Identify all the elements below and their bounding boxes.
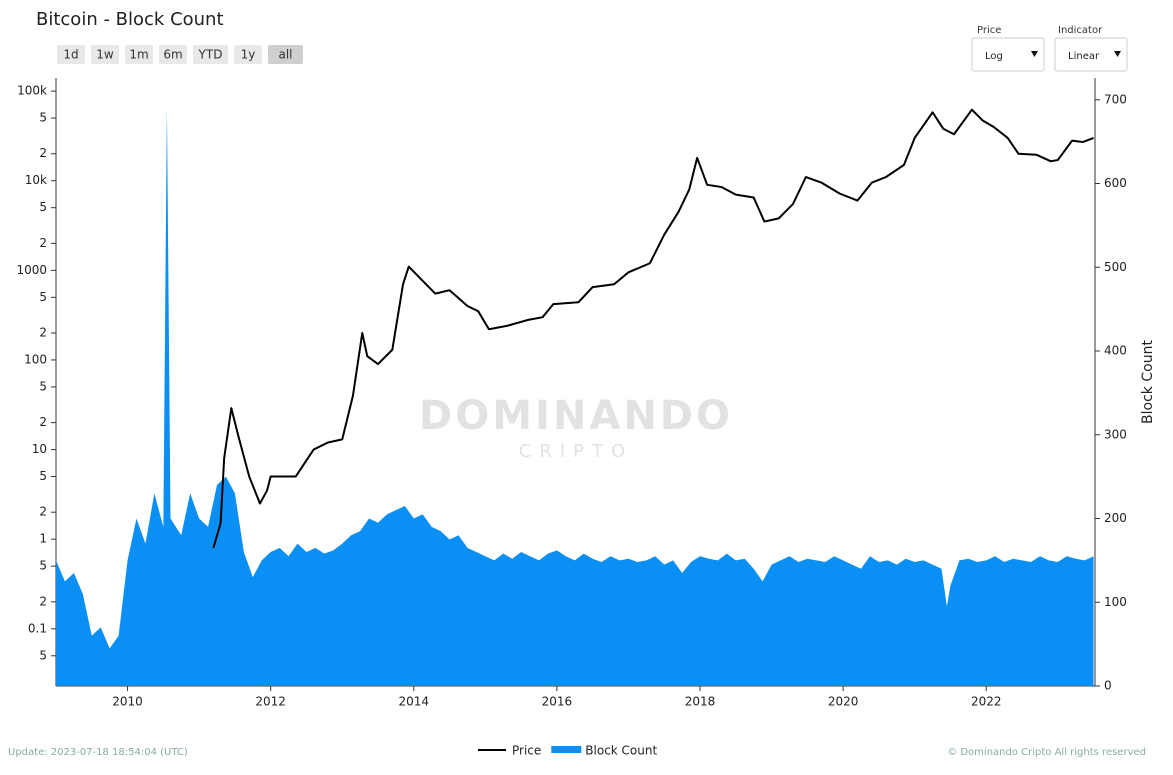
button-label: 6m <box>163 48 182 62</box>
y2-tick-label: 200 <box>1104 511 1127 525</box>
range-button[interactable]: 1y <box>234 45 262 64</box>
y-tick-label: 2 <box>39 415 47 429</box>
range-button[interactable]: all <box>268 45 303 64</box>
range-button[interactable]: 1m <box>125 45 153 64</box>
button-bg[interactable] <box>234 45 262 64</box>
dropdown-label: Indicator <box>1058 25 1103 36</box>
range-button[interactable]: 6m <box>159 45 187 64</box>
indicator-dropdown[interactable]: Indicator Linear <box>1054 25 1128 72</box>
button-bg[interactable] <box>193 45 228 64</box>
y-tick-label: 1000 <box>16 263 47 277</box>
y2-tick-label: 500 <box>1104 260 1127 274</box>
legend-item[interactable]: Price <box>478 744 541 758</box>
y-tick-label: 5 <box>39 559 47 573</box>
dropdown-box[interactable] <box>1054 37 1128 72</box>
price-dropdown[interactable]: Price Log <box>971 25 1045 72</box>
button-bg[interactable] <box>91 45 119 64</box>
watermark: DOMINANDO <box>419 393 733 439</box>
y-tick-label: 5 <box>39 379 47 393</box>
button-bg[interactable] <box>159 45 187 64</box>
y-tick-label: 2 <box>39 146 47 160</box>
button-bg[interactable] <box>268 45 303 64</box>
y-tick-label: 100k <box>17 84 47 98</box>
y-tick-label: 5 <box>39 290 47 304</box>
y-tick-label: 0.1 <box>28 621 47 635</box>
button-label: 1w <box>96 48 114 62</box>
dropdown-value: Log <box>985 51 1003 62</box>
y-tick-label: 2 <box>39 594 47 608</box>
y-tick-label: 5 <box>39 469 47 483</box>
y-tick-label: 2 <box>39 236 47 250</box>
dropdown-arrow <box>1114 51 1121 57</box>
x-tick-label: 2010 <box>112 695 143 709</box>
plot-area: 100k 5 2 10k 5 2 1000 5 2 100 5 2 10 5 2 1 5 2 0.1 5 0 100 200… <box>16 78 1156 709</box>
button-label: 1y <box>241 48 256 62</box>
y-tick-label: 10 <box>32 442 47 456</box>
button-label: YTD <box>198 48 223 62</box>
legend-item[interactable]: Block Count <box>551 744 657 758</box>
block-count-area <box>56 108 1094 687</box>
y-tick-label: 10k <box>25 173 47 187</box>
range-button[interactable]: YTD <box>193 45 228 64</box>
y-tick-label: 5 <box>39 111 47 125</box>
button-label: 1d <box>63 48 78 62</box>
legend-label: Block Count <box>585 744 657 758</box>
dropdown-value: Linear <box>1068 51 1100 62</box>
update-note: Update: 2023-07-18 18:54:04 (UTC) <box>8 747 188 758</box>
y-tick-label: 2 <box>39 325 47 339</box>
x-tick-label: 2022 <box>971 695 1002 709</box>
button-label: all <box>278 48 292 62</box>
range-buttons: 1d 1w 1m 6m YTD 1y all <box>57 45 303 64</box>
y2-tick-label: 0 <box>1104 679 1112 693</box>
y2-axis-label: Block Count <box>1140 340 1156 424</box>
y2-tick-label: 700 <box>1104 92 1127 106</box>
watermark: CRIPTO <box>519 441 633 462</box>
y2-tick-label: 600 <box>1104 176 1127 190</box>
x-tick-label: 2012 <box>255 695 286 709</box>
button-label: 1m <box>129 48 148 62</box>
dropdown-arrow <box>1031 51 1038 57</box>
y-tick-label: 5 <box>39 648 47 662</box>
x-tick-label: 2016 <box>542 695 573 709</box>
dropdown-label: Price <box>977 25 1001 36</box>
price-line <box>212 108 1094 549</box>
button-bg[interactable] <box>57 45 85 64</box>
dropdown-box[interactable] <box>971 37 1045 72</box>
legend: Price Block Count <box>478 744 657 758</box>
x-tick-label: 2020 <box>828 695 859 709</box>
y-tick-label: 100 <box>24 352 47 366</box>
y-tick-label: 5 <box>39 200 47 214</box>
x-tick-label: 2018 <box>685 695 716 709</box>
y-tick-label: 1 <box>39 532 47 546</box>
y2-tick-label: 300 <box>1104 427 1127 441</box>
y2-tick-label: 400 <box>1104 344 1127 358</box>
range-button[interactable]: 1w <box>91 45 119 64</box>
copyright: © Dominando Cripto All rights reserved <box>947 747 1146 758</box>
x-tick-label: 2014 <box>399 695 430 709</box>
legend-label: Price <box>512 744 541 758</box>
chart-title: Bitcoin - Block Count <box>36 9 224 30</box>
y-tick-label: 2 <box>39 505 47 519</box>
legend-swatch <box>551 746 582 753</box>
button-bg[interactable] <box>125 45 153 64</box>
y2-tick-label: 100 <box>1104 595 1127 609</box>
range-button[interactable]: 1d <box>57 45 85 64</box>
